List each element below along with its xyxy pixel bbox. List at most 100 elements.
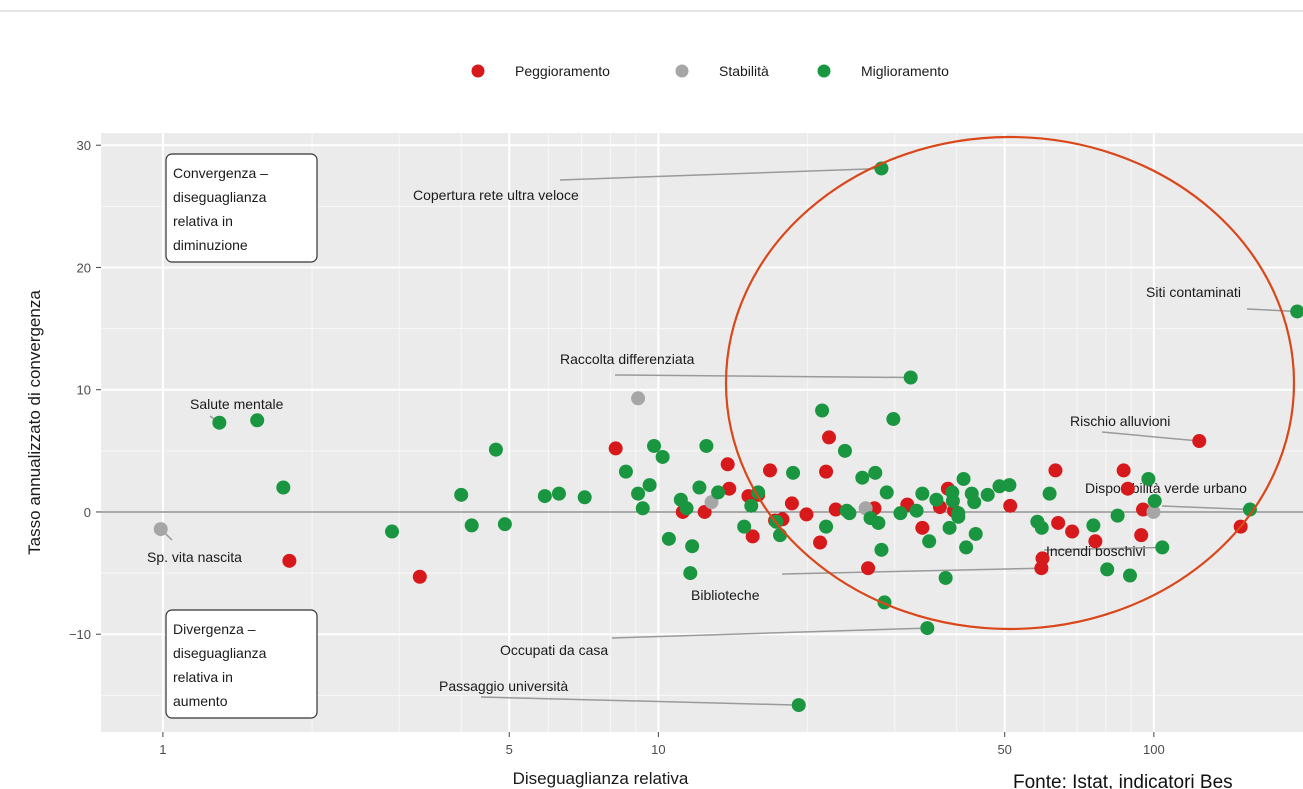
- point-miglioramento: [1042, 486, 1057, 501]
- point-stabilità: [704, 495, 719, 510]
- annotation-leader: [1246, 308, 1298, 313]
- point-peggioramento: [1051, 515, 1066, 530]
- point-peggioramento: [799, 507, 814, 522]
- annotation-leader: [1043, 546, 1163, 551]
- info-box-line: diseguaglianza: [173, 645, 267, 661]
- y-tick-label: 30: [77, 138, 91, 153]
- legend-swatch: [675, 64, 689, 78]
- x-tick-label: 1: [159, 742, 166, 757]
- point-peggioramento: [720, 457, 735, 472]
- point-stabilità: [153, 522, 168, 537]
- point-miglioramento: [635, 501, 650, 516]
- point-peggioramento: [861, 561, 876, 576]
- point-peggioramento: [282, 553, 297, 568]
- point-miglioramento: [922, 534, 937, 549]
- point-miglioramento: [685, 539, 700, 554]
- point-miglioramento: [909, 503, 924, 518]
- annotation-leader: [614, 374, 911, 379]
- point-miglioramento: [1242, 502, 1257, 517]
- highlight-ellipse: [724, 135, 1296, 631]
- point-miglioramento: [497, 517, 512, 532]
- x-tick-label: 10: [651, 742, 665, 757]
- point-miglioramento: [945, 493, 960, 508]
- info-box: [165, 609, 318, 719]
- point-peggioramento: [822, 430, 837, 445]
- point-miglioramento: [786, 465, 801, 480]
- y-tick-label: 10: [77, 383, 91, 398]
- point-peggioramento: [1088, 534, 1103, 549]
- point-miglioramento: [618, 464, 633, 479]
- annotation-label: Biblioteche: [691, 587, 760, 603]
- y-tick-label: −10: [69, 627, 91, 642]
- point-peggioramento: [784, 496, 799, 511]
- point-miglioramento: [868, 465, 883, 480]
- point-miglioramento: [464, 518, 479, 533]
- point-peggioramento: [1192, 434, 1207, 449]
- point-miglioramento: [683, 566, 698, 581]
- point-miglioramento: [642, 478, 657, 493]
- point-miglioramento: [929, 492, 944, 507]
- annotation-leader: [559, 167, 882, 181]
- point-miglioramento: [915, 486, 930, 501]
- point-miglioramento: [879, 485, 894, 500]
- point-miglioramento: [773, 528, 788, 543]
- y-tick-label: 20: [77, 260, 91, 275]
- point-peggioramento: [1003, 498, 1018, 513]
- annotation-label: Incendi boschivi: [1046, 543, 1146, 559]
- point-miglioramento: [967, 495, 982, 510]
- point-miglioramento: [1034, 520, 1049, 535]
- point-peggioramento: [1048, 463, 1063, 478]
- point-peggioramento: [763, 463, 778, 478]
- point-miglioramento: [1290, 304, 1303, 319]
- legend-swatch: [817, 64, 831, 78]
- point-peggioramento: [745, 529, 760, 544]
- point-miglioramento: [815, 403, 830, 418]
- point-miglioramento: [1155, 540, 1170, 555]
- point-miglioramento: [537, 489, 552, 504]
- point-miglioramento: [791, 698, 806, 713]
- point-peggioramento: [1035, 551, 1050, 566]
- annotation-label: Siti contaminati: [1146, 284, 1241, 300]
- point-peggioramento: [697, 504, 712, 519]
- point-peggioramento: [828, 502, 843, 517]
- annotation-label: Sp. vita nascita: [147, 549, 242, 565]
- legend-swatch: [471, 64, 485, 78]
- point-miglioramento: [385, 524, 400, 539]
- point-miglioramento: [855, 470, 870, 485]
- annotation-leader: [1161, 505, 1250, 511]
- info-box-line: diseguaglianza: [173, 189, 267, 205]
- point-miglioramento: [980, 487, 995, 502]
- point-peggioramento: [1134, 528, 1149, 543]
- point-miglioramento: [893, 506, 908, 521]
- annotation-label: Copertura rete ultra veloce: [413, 187, 579, 203]
- point-peggioramento: [819, 464, 834, 479]
- annotation-leader: [480, 696, 799, 706]
- annotation-leader: [611, 627, 928, 639]
- point-miglioramento: [938, 570, 953, 585]
- annotation-label: Occupati da casa: [500, 642, 608, 658]
- point-miglioramento: [819, 519, 834, 534]
- annotation-leader: [781, 567, 1042, 575]
- point-miglioramento: [1002, 478, 1017, 493]
- point-miglioramento: [454, 487, 469, 502]
- point-miglioramento: [551, 486, 566, 501]
- x-tick-label: 100: [1143, 742, 1165, 757]
- annotation-label: Passaggio università: [439, 678, 568, 694]
- point-miglioramento: [1147, 493, 1162, 508]
- y-axis-title: Tasso annualizzato di convergenza: [25, 290, 44, 555]
- x-axis-title: Diseguaglianza relativa: [513, 769, 689, 788]
- point-stabilità: [631, 391, 646, 406]
- point-miglioramento: [737, 519, 752, 534]
- point-miglioramento: [956, 471, 971, 486]
- info-box-line: aumento: [173, 693, 228, 709]
- info-box-line: relativa in: [173, 213, 233, 229]
- point-miglioramento: [968, 526, 983, 541]
- annotation-label: Salute mentale: [190, 396, 284, 412]
- point-miglioramento: [631, 486, 646, 501]
- point-miglioramento: [837, 443, 852, 458]
- point-miglioramento: [250, 413, 265, 428]
- point-miglioramento: [1141, 471, 1156, 486]
- point-peggioramento: [722, 481, 737, 496]
- legend-label: Peggioramento: [515, 63, 610, 79]
- point-miglioramento: [577, 490, 592, 505]
